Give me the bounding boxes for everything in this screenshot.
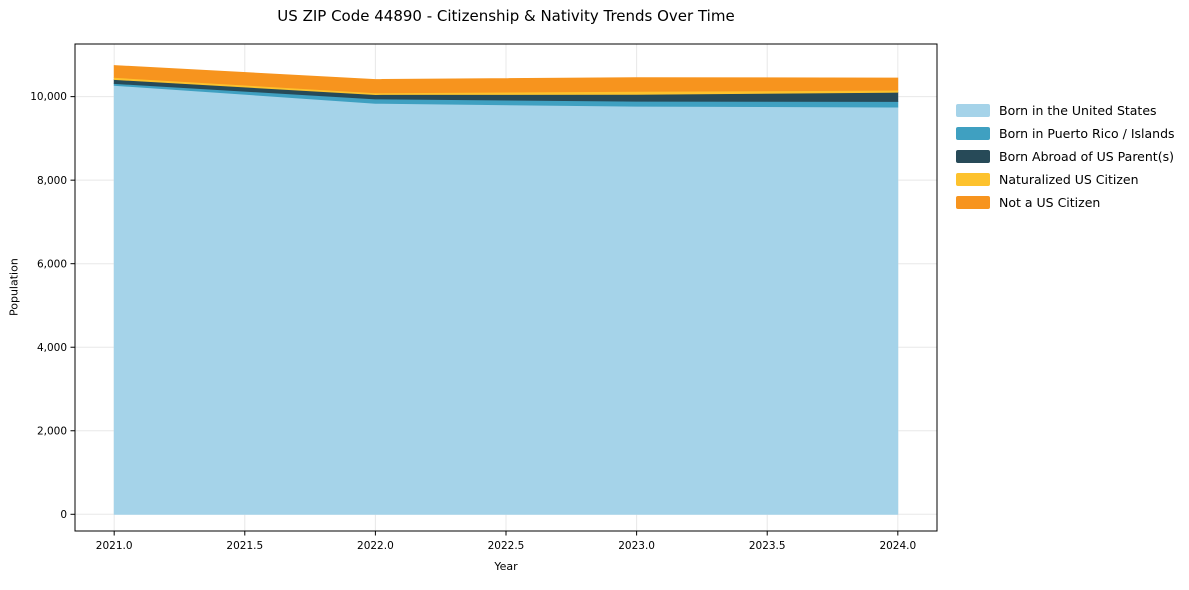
x-tick-label: 2021.0 <box>96 540 133 552</box>
x-tick-label: 2021.5 <box>226 540 263 552</box>
x-tick-label: 2024.0 <box>879 540 916 552</box>
area-series-0 <box>113 84 899 515</box>
legend-item: Born in the United States <box>956 102 1175 118</box>
y-tick-label: 4,000 <box>37 342 67 354</box>
legend-item: Naturalized US Citizen <box>956 171 1175 187</box>
x-tick-label: 2022.0 <box>357 540 394 552</box>
x-tick-label: 2023.5 <box>749 540 786 552</box>
legend-item: Not a US Citizen <box>956 194 1175 210</box>
x-tick-label: 2023.0 <box>618 540 655 552</box>
legend-label: Not a US Citizen <box>999 194 1101 210</box>
y-axis-label: Population <box>7 258 21 317</box>
legend-label: Born in Puerto Rico / Islands <box>999 125 1175 141</box>
x-tick-label: 2022.5 <box>488 540 525 552</box>
area-series-4 <box>113 65 899 94</box>
legend-swatch <box>956 149 990 163</box>
legend: Born in the United States Born in Puerto … <box>956 102 1175 210</box>
legend-item: Born Abroad of US Parent(s) <box>956 148 1175 164</box>
y-tick-label: 0 <box>60 509 67 521</box>
y-tick-label: 8,000 <box>37 175 67 187</box>
y-tick-label: 6,000 <box>37 258 67 270</box>
chart-title: US ZIP Code 44890 - Citizenship & Nativi… <box>277 7 735 25</box>
legend-swatch <box>956 103 990 117</box>
legend-label: Naturalized US Citizen <box>999 171 1139 187</box>
legend-label: Born Abroad of US Parent(s) <box>999 148 1174 164</box>
legend-swatch <box>956 172 990 186</box>
legend-item: Born in Puerto Rico / Islands <box>956 125 1175 141</box>
x-axis-label: Year <box>494 560 518 573</box>
legend-swatch <box>956 195 990 209</box>
y-tick-label: 2,000 <box>37 425 67 437</box>
legend-label: Born in the United States <box>999 102 1157 118</box>
y-tick-label: 10,000 <box>30 91 67 103</box>
legend-swatch <box>956 126 990 140</box>
